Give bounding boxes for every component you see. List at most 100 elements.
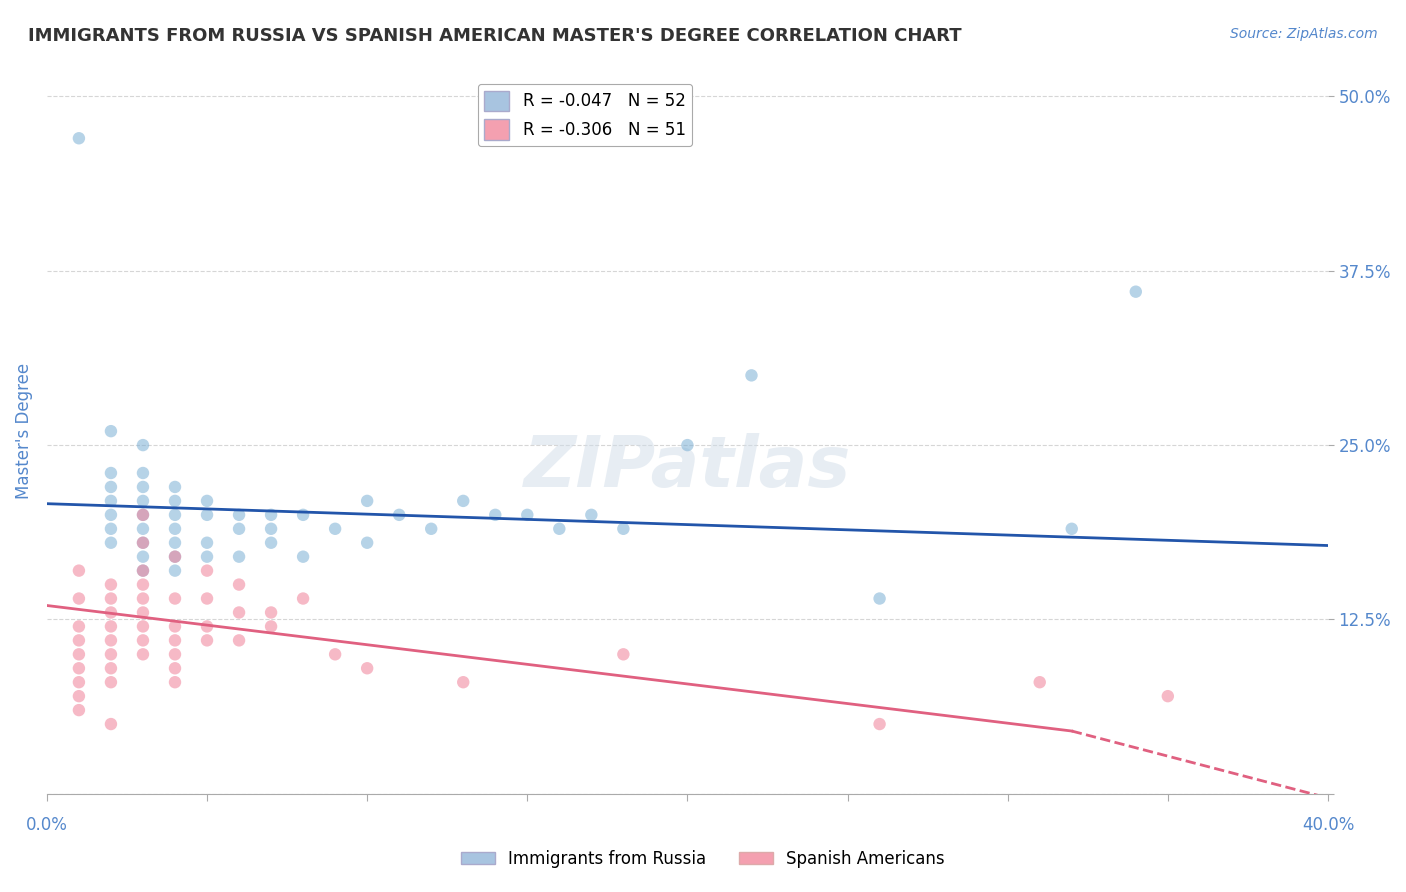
Point (323, 522, 346, 536)
Point (292, 508, 315, 522)
Point (67, 591, 90, 606)
Point (132, 494, 155, 508)
Text: IMMIGRANTS FROM RUSSIA VS SPANISH AMERICAN MASTER'S DEGREE CORRELATION CHART: IMMIGRANTS FROM RUSSIA VS SPANISH AMERIC… (28, 27, 962, 45)
Point (1157, 689, 1180, 703)
Point (869, 717, 891, 731)
Point (1060, 522, 1083, 536)
Point (260, 619, 283, 633)
Point (163, 648, 186, 662)
Point (100, 494, 122, 508)
Point (228, 606, 250, 620)
Point (228, 522, 250, 536)
Point (100, 577, 122, 591)
Point (195, 549, 218, 564)
Point (132, 564, 155, 578)
Point (195, 494, 218, 508)
Point (356, 535, 378, 549)
Point (388, 508, 411, 522)
Point (260, 522, 283, 536)
Point (228, 549, 250, 564)
Point (100, 424, 122, 438)
Point (100, 522, 122, 536)
Point (292, 549, 315, 564)
Point (132, 508, 155, 522)
Point (163, 549, 186, 564)
Point (581, 508, 603, 522)
Point (163, 494, 186, 508)
Point (67, 661, 90, 675)
Point (516, 508, 538, 522)
Point (676, 438, 699, 452)
Legend: Immigrants from Russia, Spanish Americans: Immigrants from Russia, Spanish American… (454, 844, 952, 875)
Point (451, 675, 474, 690)
Point (195, 633, 218, 648)
Point (323, 648, 346, 662)
Text: 0.0%: 0.0% (25, 815, 67, 833)
Point (163, 633, 186, 648)
Point (67, 619, 90, 633)
Point (67, 689, 90, 703)
Point (163, 564, 186, 578)
Point (67, 633, 90, 648)
Point (163, 675, 186, 690)
Point (163, 661, 186, 675)
Point (163, 508, 186, 522)
Point (195, 508, 218, 522)
Point (132, 466, 155, 480)
Point (740, 368, 762, 383)
Point (132, 577, 155, 591)
Point (548, 522, 571, 536)
Point (100, 675, 122, 690)
Point (260, 508, 283, 522)
Point (132, 619, 155, 633)
Point (228, 508, 250, 522)
Point (100, 661, 122, 675)
Point (132, 522, 155, 536)
Point (451, 494, 474, 508)
Point (132, 591, 155, 606)
Point (132, 564, 155, 578)
Point (163, 535, 186, 549)
Point (100, 606, 122, 620)
Point (163, 591, 186, 606)
Point (132, 535, 155, 549)
Point (195, 535, 218, 549)
Point (612, 648, 634, 662)
Point (100, 591, 122, 606)
Y-axis label: Master's Degree: Master's Degree (15, 363, 32, 500)
Point (163, 480, 186, 494)
Point (67, 564, 90, 578)
Point (132, 549, 155, 564)
Point (132, 648, 155, 662)
Point (260, 535, 283, 549)
Point (484, 508, 506, 522)
Point (260, 606, 283, 620)
Point (1125, 285, 1147, 299)
Point (67, 131, 90, 145)
Point (132, 508, 155, 522)
Point (100, 619, 122, 633)
Point (163, 522, 186, 536)
Point (100, 648, 122, 662)
Point (1028, 675, 1050, 690)
Point (612, 522, 634, 536)
Text: 40.0%: 40.0% (1302, 815, 1354, 833)
Point (228, 577, 250, 591)
Point (100, 535, 122, 549)
Point (163, 549, 186, 564)
Point (869, 591, 891, 606)
Point (100, 717, 122, 731)
Point (100, 480, 122, 494)
Point (292, 591, 315, 606)
Point (67, 648, 90, 662)
Point (132, 633, 155, 648)
Point (67, 703, 90, 717)
Point (132, 606, 155, 620)
Point (100, 508, 122, 522)
Point (132, 535, 155, 549)
Point (195, 591, 218, 606)
Point (163, 619, 186, 633)
Point (228, 633, 250, 648)
Point (132, 438, 155, 452)
Point (356, 494, 378, 508)
